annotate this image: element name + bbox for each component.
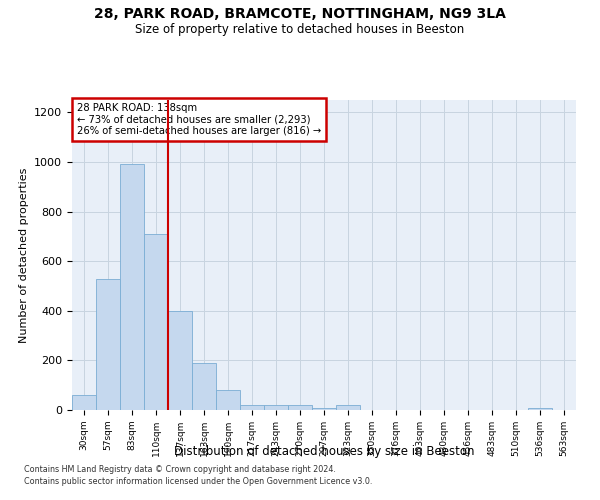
Text: 28, PARK ROAD, BRAMCOTE, NOTTINGHAM, NG9 3LA: 28, PARK ROAD, BRAMCOTE, NOTTINGHAM, NG9… bbox=[94, 8, 506, 22]
Bar bbox=[144, 234, 168, 410]
Bar bbox=[288, 405, 312, 410]
Text: Contains public sector information licensed under the Open Government Licence v3: Contains public sector information licen… bbox=[24, 477, 373, 486]
Bar bbox=[528, 408, 552, 410]
Bar bbox=[192, 363, 216, 410]
Bar bbox=[216, 390, 240, 410]
Bar bbox=[168, 311, 192, 410]
Bar bbox=[240, 405, 264, 410]
Text: Size of property relative to detached houses in Beeston: Size of property relative to detached ho… bbox=[136, 22, 464, 36]
Y-axis label: Number of detached properties: Number of detached properties bbox=[19, 168, 29, 342]
Bar bbox=[120, 164, 144, 410]
Bar bbox=[312, 408, 336, 410]
Bar bbox=[336, 405, 360, 410]
Bar bbox=[72, 395, 96, 410]
Text: Contains HM Land Registry data © Crown copyright and database right 2024.: Contains HM Land Registry data © Crown c… bbox=[24, 466, 336, 474]
Bar bbox=[264, 405, 288, 410]
Text: Distribution of detached houses by size in Beeston: Distribution of detached houses by size … bbox=[174, 445, 474, 458]
Text: 28 PARK ROAD: 138sqm
← 73% of detached houses are smaller (2,293)
26% of semi-de: 28 PARK ROAD: 138sqm ← 73% of detached h… bbox=[77, 103, 321, 136]
Bar bbox=[96, 278, 120, 410]
